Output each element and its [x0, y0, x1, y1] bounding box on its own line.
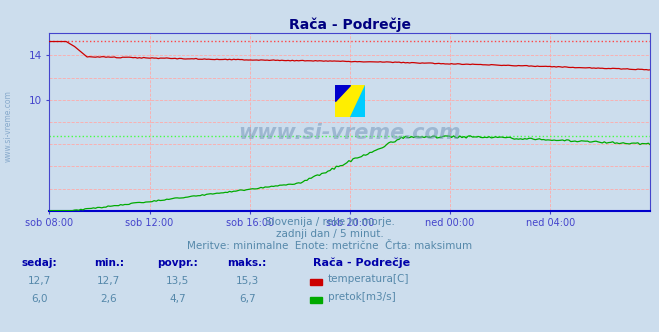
Text: povpr.:: povpr.: — [158, 258, 198, 268]
Text: Slovenija / reke in morje.: Slovenija / reke in morje. — [264, 217, 395, 227]
Text: pretok[m3/s]: pretok[m3/s] — [328, 292, 395, 302]
Text: 6,0: 6,0 — [31, 294, 48, 304]
Polygon shape — [350, 85, 365, 117]
Text: 12,7: 12,7 — [28, 276, 51, 286]
Text: Meritve: minimalne  Enote: metrične  Črta: maksimum: Meritve: minimalne Enote: metrične Črta:… — [187, 241, 472, 251]
Text: Rača - Podrečje: Rača - Podrečje — [313, 257, 410, 268]
Text: min.:: min.: — [94, 258, 124, 268]
Text: 12,7: 12,7 — [97, 276, 121, 286]
Text: www.si-vreme.com: www.si-vreme.com — [239, 123, 461, 143]
Text: temperatura[C]: temperatura[C] — [328, 274, 409, 284]
Text: www.si-vreme.com: www.si-vreme.com — [3, 90, 13, 162]
Title: Rača - Podrečje: Rača - Podrečje — [289, 18, 411, 32]
Text: 6,7: 6,7 — [239, 294, 256, 304]
Text: 2,6: 2,6 — [100, 294, 117, 304]
Text: 13,5: 13,5 — [166, 276, 190, 286]
Text: 15,3: 15,3 — [235, 276, 259, 286]
Text: sedaj:: sedaj: — [22, 258, 57, 268]
Text: 4,7: 4,7 — [169, 294, 186, 304]
Text: zadnji dan / 5 minut.: zadnji dan / 5 minut. — [275, 229, 384, 239]
Text: maks.:: maks.: — [227, 258, 267, 268]
Polygon shape — [335, 85, 350, 101]
